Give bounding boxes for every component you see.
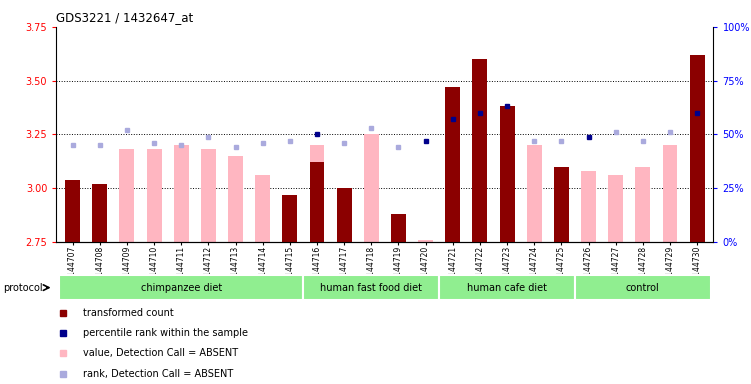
Text: percentile rank within the sample: percentile rank within the sample — [83, 328, 248, 338]
Bar — [689, 55, 704, 242]
Bar — [336, 188, 351, 242]
Bar — [526, 145, 541, 242]
Bar — [59, 275, 303, 300]
Text: protocol: protocol — [3, 283, 43, 293]
Bar — [635, 167, 650, 242]
Bar — [309, 145, 324, 242]
Bar — [92, 184, 107, 242]
Bar — [92, 184, 107, 242]
Text: human fast food diet: human fast food diet — [321, 283, 422, 293]
Bar — [689, 55, 704, 242]
Bar — [303, 275, 439, 300]
Bar — [445, 87, 460, 242]
Bar — [608, 175, 623, 242]
Bar — [439, 275, 575, 300]
Bar — [445, 87, 460, 242]
Text: control: control — [626, 283, 659, 293]
Bar — [472, 59, 487, 242]
Text: rank, Detection Call = ABSENT: rank, Detection Call = ABSENT — [83, 369, 233, 379]
Bar — [575, 275, 710, 300]
Bar — [363, 134, 379, 242]
Bar — [499, 106, 514, 242]
Text: value, Detection Call = ABSENT: value, Detection Call = ABSENT — [83, 348, 238, 358]
Bar — [309, 162, 324, 242]
Bar — [119, 149, 134, 242]
Bar — [282, 195, 297, 242]
Bar — [201, 149, 216, 242]
Bar — [228, 156, 243, 242]
Text: transformed count: transformed count — [83, 308, 173, 318]
Bar — [499, 106, 514, 242]
Bar — [554, 167, 569, 242]
Bar — [418, 240, 433, 242]
Bar — [581, 171, 596, 242]
Text: GDS3221 / 1432647_at: GDS3221 / 1432647_at — [56, 11, 194, 24]
Text: human cafe diet: human cafe diet — [467, 283, 547, 293]
Bar — [391, 214, 406, 242]
Bar — [65, 180, 80, 242]
Bar — [336, 188, 351, 242]
Bar — [472, 59, 487, 242]
Bar — [65, 180, 80, 242]
Bar — [173, 145, 189, 242]
Bar — [146, 149, 161, 242]
Bar — [282, 195, 297, 242]
Bar — [554, 167, 569, 242]
Bar — [662, 145, 677, 242]
Bar — [255, 175, 270, 242]
Bar — [391, 214, 406, 242]
Text: chimpanzee diet: chimpanzee diet — [140, 283, 222, 293]
